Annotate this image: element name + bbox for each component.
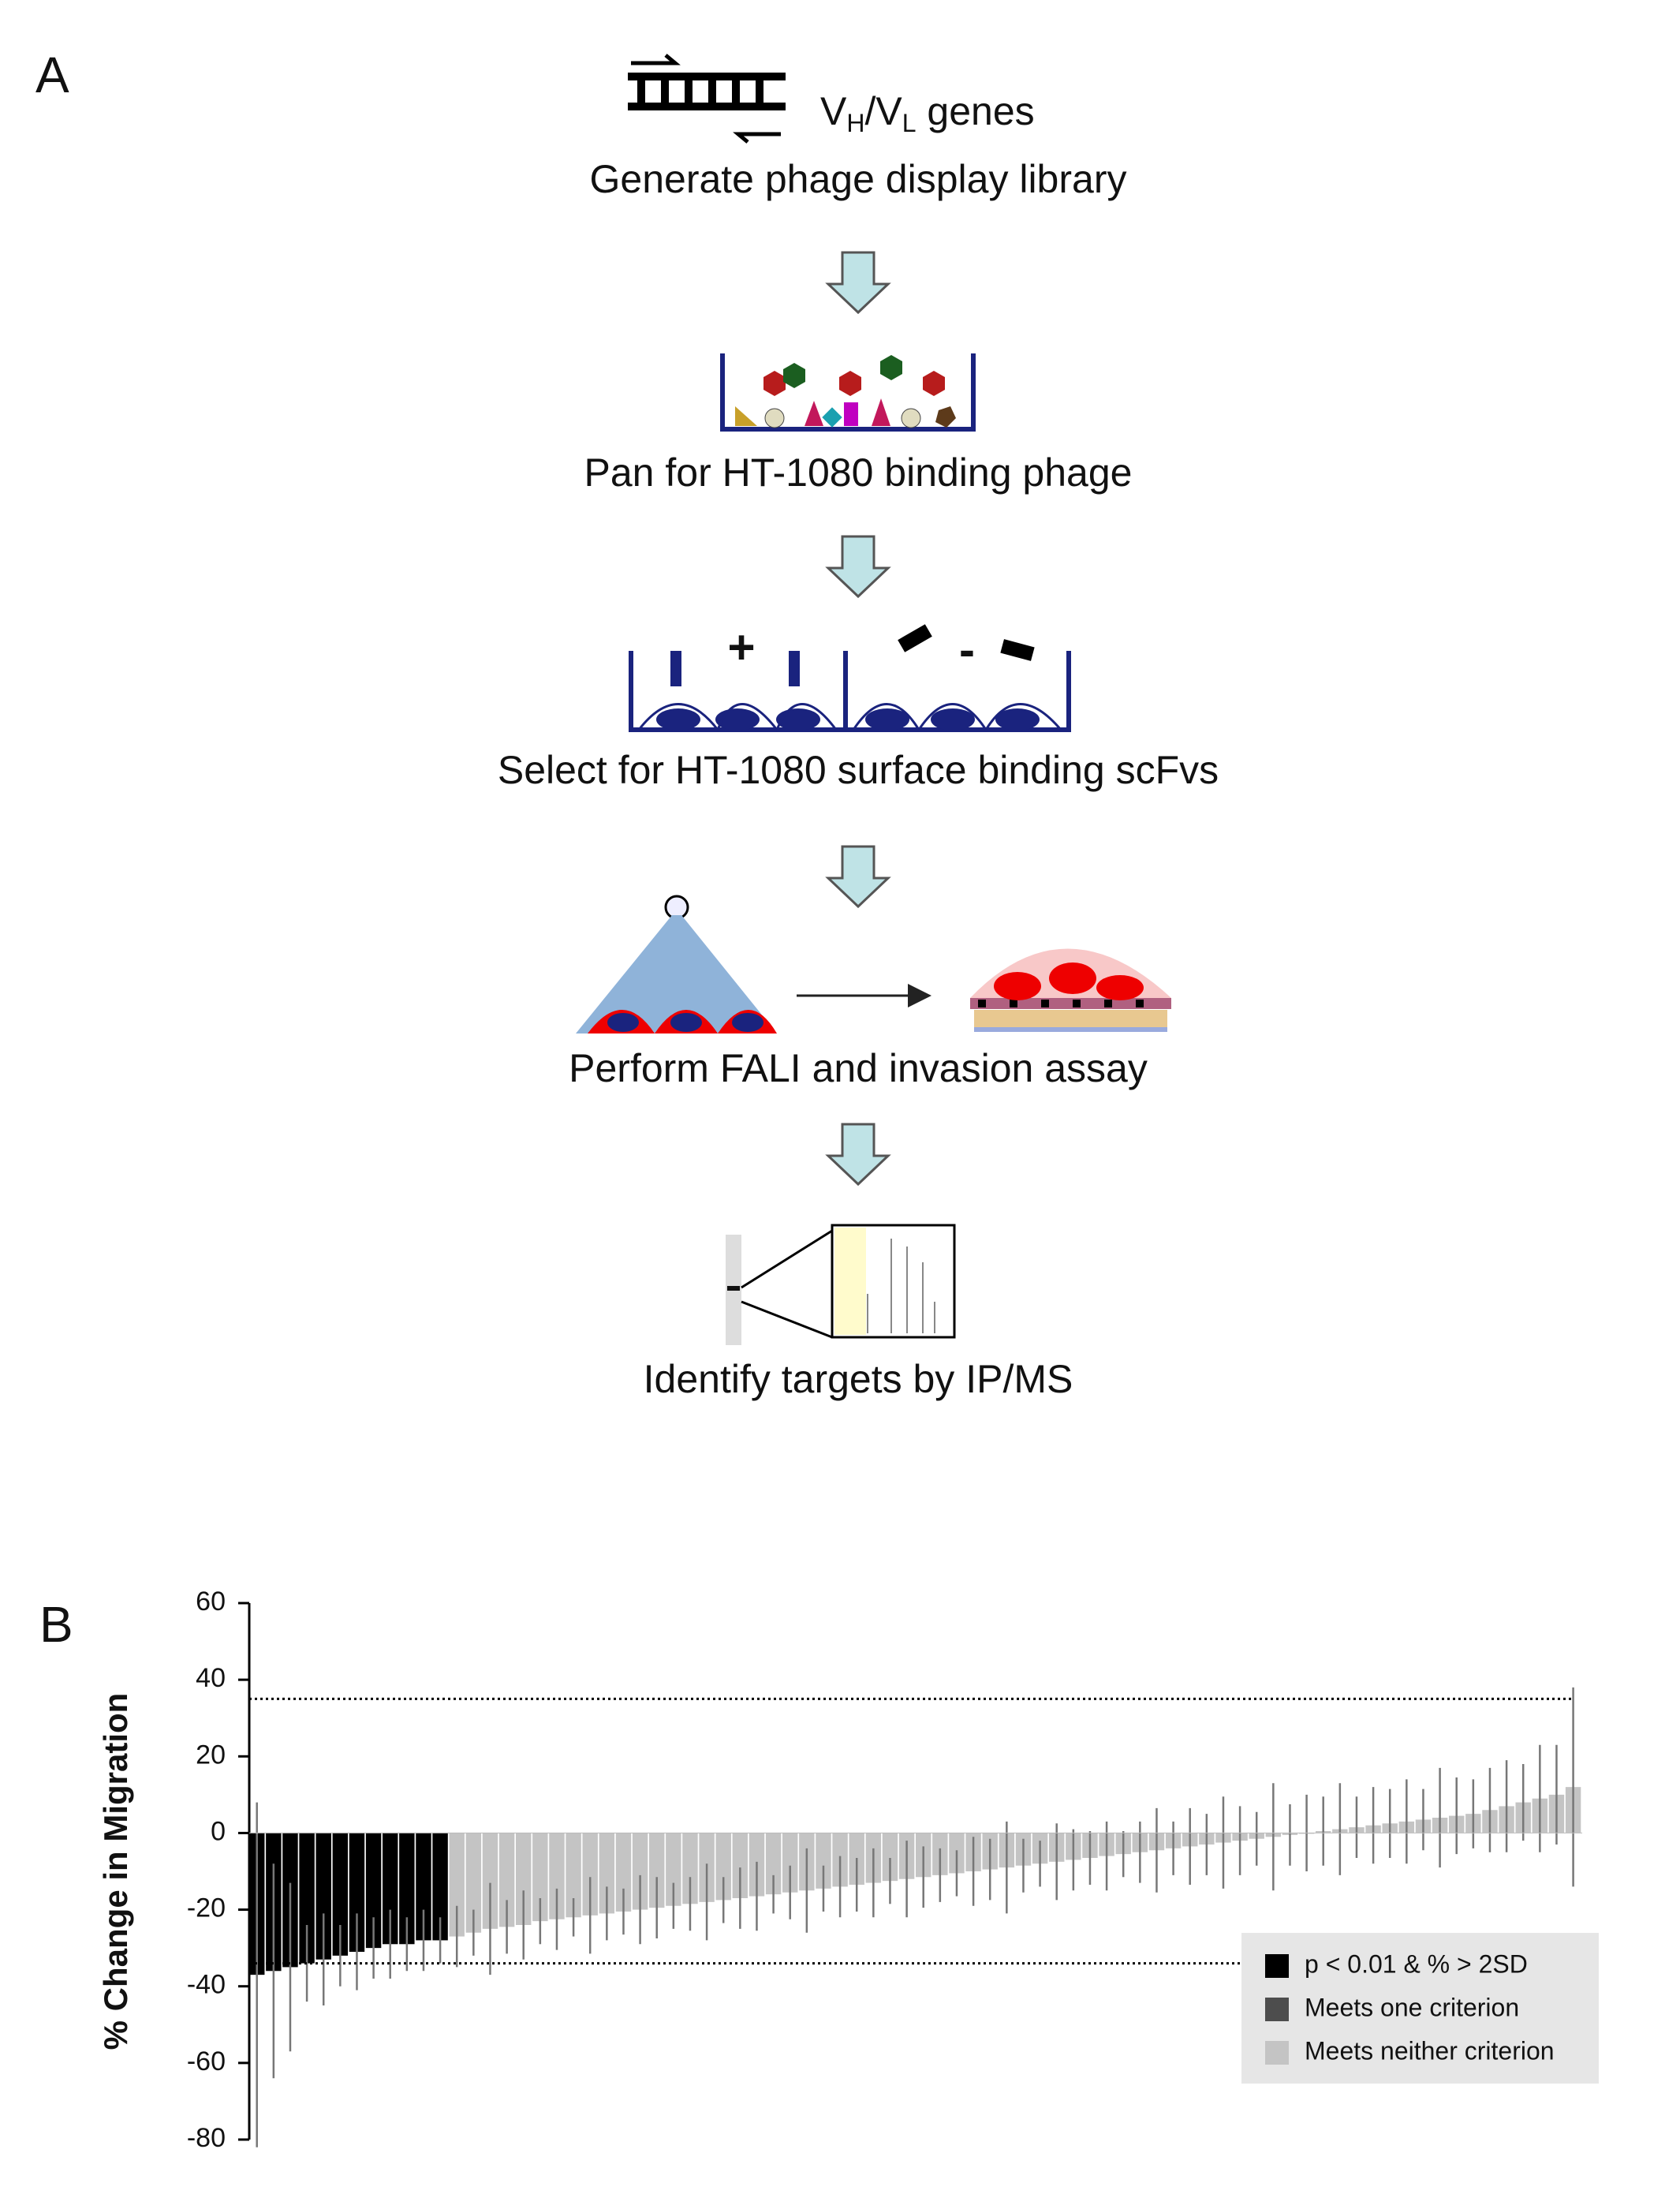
bar (365, 1833, 382, 1949)
pan-well (720, 353, 976, 432)
y-tick-label: 20 (196, 1740, 226, 1770)
bar (399, 1833, 415, 1945)
legend-box (1241, 1933, 1599, 2084)
legend-swatch (1265, 1998, 1289, 2021)
y-tick-label: -80 (187, 2123, 226, 2153)
y-tick-label: 60 (196, 1587, 226, 1617)
bar (715, 1833, 731, 1901)
bar (549, 1833, 565, 1919)
bar (765, 1833, 782, 1895)
plot-area: -80 -60 -40 -20 0 20 40 60 p < 0.01 & % > 2SD Mee… (187, 1587, 1599, 2153)
bar (482, 1833, 498, 1929)
gene-label: VH/VL genes (820, 89, 1035, 137)
panel-label: A (35, 47, 69, 103)
bar (383, 1833, 398, 1945)
panel-label: B (39, 1596, 73, 1653)
step-label: Perform FALI and invasion assay (569, 1046, 1148, 1090)
y-tick-label: 40 (196, 1663, 226, 1693)
bar (649, 1833, 665, 1908)
bar (432, 1833, 448, 1941)
fali-icon (576, 895, 1171, 1033)
bar (599, 1833, 615, 1914)
step-label: Pan for HT-1080 binding phage (584, 450, 1133, 495)
legend-swatch (1265, 2041, 1289, 2065)
step-label: Select for HT-1080 surface binding scFvs (498, 748, 1219, 792)
ms-icon (726, 1224, 956, 1345)
step-label: Generate phage display library (590, 157, 1127, 201)
gene-v: V (820, 89, 847, 133)
bar (532, 1833, 548, 1922)
gene-h: H (846, 109, 864, 137)
bar (349, 1833, 365, 1952)
bar (615, 1833, 632, 1912)
bar (732, 1833, 749, 1898)
gene-genes: genes (917, 89, 1035, 133)
bar (632, 1833, 648, 1910)
legend-label: Meets neither criterion (1305, 2036, 1555, 2065)
dna-icon (628, 54, 786, 144)
bar (416, 1833, 431, 1941)
bar (449, 1833, 465, 1937)
y-axis-label: % Change in Migration (97, 1693, 134, 2050)
bar (582, 1833, 598, 1916)
gene-l: L (902, 109, 917, 137)
y-tick-label: -40 (187, 1970, 226, 2000)
step-label: Identify targets by IP/MS (644, 1357, 1073, 1401)
bar (666, 1833, 681, 1906)
select-wells (629, 624, 1071, 733)
bar (465, 1833, 482, 1933)
minus-sign: - (959, 623, 975, 676)
plus-sign: + (727, 621, 755, 674)
bar (682, 1833, 698, 1904)
y-tick-label: 0 (211, 1816, 226, 1846)
flow-arrows (825, 251, 891, 1187)
bar (782, 1833, 798, 1893)
legend-swatch (1265, 1954, 1289, 1978)
bar (516, 1833, 532, 1925)
legend-label: p < 0.01 & % > 2SD (1305, 1949, 1528, 1978)
legend-label: Meets one criterion (1305, 1993, 1519, 2021)
bar (816, 1833, 831, 1889)
bar (315, 1833, 331, 1960)
bar (332, 1833, 349, 1956)
y-tick-label: -60 (187, 2046, 226, 2076)
y-tick-label: -20 (187, 1893, 226, 1923)
bar (299, 1833, 315, 1964)
gene-slash: /V (864, 89, 902, 133)
bar (498, 1833, 515, 1927)
bar (566, 1833, 581, 1918)
bar (882, 1833, 898, 1882)
